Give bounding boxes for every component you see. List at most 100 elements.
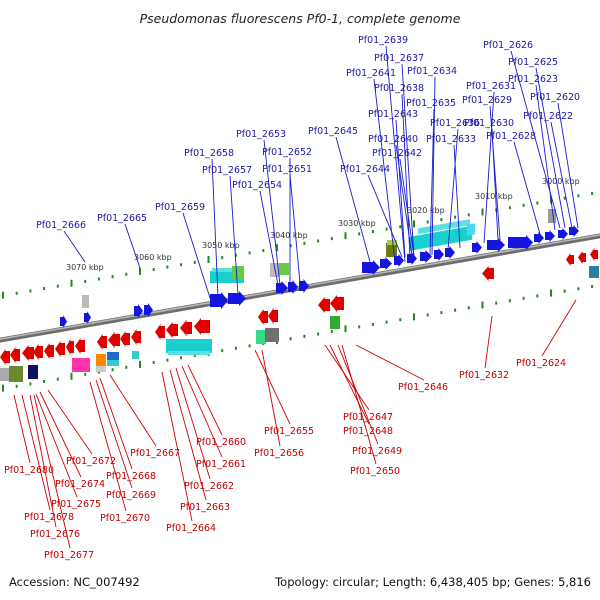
reverse-gene-label: Pf01_2656 (254, 448, 304, 459)
tick-mark-lower (180, 356, 183, 360)
forward-leader-line (395, 144, 413, 257)
reverse-leader-line (254, 349, 291, 425)
forward-gene-arrow (545, 230, 555, 242)
reverse-leader-line (261, 349, 281, 447)
tick-mark-lower (139, 360, 141, 368)
forward-gene-label: Pf01_2654 (232, 180, 282, 191)
tick-mark-upper (440, 218, 443, 222)
feature-cluster-3050 (82, 263, 289, 308)
reverse-feature-blocks (0, 316, 340, 382)
forward-gene-label: Pf01_2630 (464, 118, 514, 129)
forward-gene-label: Pf01_2645 (308, 126, 358, 137)
reverse-gene-arrow (33, 344, 43, 360)
tick-mark-upper (276, 244, 278, 252)
reverse-gene-arrow (131, 329, 141, 345)
tick-mark-lower (358, 325, 361, 329)
tick-mark-upper (207, 255, 210, 263)
forward-leader-line (259, 190, 279, 286)
reverse-gene-arrow (120, 331, 130, 347)
forward-gene-arrow (394, 254, 404, 267)
reverse-gene-label: Pf01_2661 (196, 459, 246, 470)
reverse-leader-line (355, 344, 425, 381)
reverse-gene-arrow (66, 339, 74, 355)
tick-mark-lower (303, 334, 306, 338)
reverse-leader-line (337, 344, 379, 445)
reverse-leader-line (29, 394, 57, 528)
tick-mark-lower (43, 380, 46, 384)
reverse-gene-label: Pf01_2660 (196, 437, 246, 448)
forward-gene-label: Pf01_2622 (523, 111, 573, 122)
feature-navy-block (28, 365, 38, 379)
forward-gene-arrow (134, 304, 143, 318)
reverse-leader-line (484, 315, 493, 369)
reverse-gene-label: Pf01_2624 (516, 358, 566, 369)
tick-mark-lower (371, 322, 374, 326)
forward-gene-arrow (299, 279, 309, 293)
map-title: Pseudomonas fluorescens Pf0-1, complete … (140, 11, 461, 26)
reverse-gene-label: Pf01_2668 (106, 471, 156, 482)
forward-leader-line (63, 230, 86, 263)
reverse-gene-arrow (97, 334, 107, 350)
tick-mark-lower (508, 299, 511, 303)
kbp-label-3060: 3060 kbp (134, 253, 172, 262)
reverse-leader-line (21, 394, 51, 511)
tick-mark-upper (56, 284, 59, 288)
forward-gene-arrow (569, 225, 579, 237)
feature-orange-block (96, 354, 106, 366)
tick-mark-lower (125, 365, 128, 369)
feature-blue-block (107, 352, 119, 360)
tick-mark-lower (97, 370, 100, 374)
tick-mark-lower (481, 301, 484, 309)
reverse-gene-arrow (75, 338, 85, 354)
forward-leader-line (453, 144, 461, 249)
forward-leader-line (182, 212, 211, 299)
reverse-gene-label: Pf01_2649 (352, 446, 402, 457)
reverse-gene-arrow (180, 320, 192, 336)
forward-leader-line (431, 76, 436, 256)
tick-mark-lower (289, 337, 292, 341)
reverse-leader-line (35, 393, 78, 498)
reverse-gene-label: Pf01_2678 (24, 512, 74, 523)
reverse-gene-label: Pf01_2662 (184, 481, 234, 492)
reverse-leader-line (187, 364, 223, 436)
reverse-gene-arrow (194, 318, 210, 335)
tick-mark-upper (413, 220, 415, 228)
kbp-label-3030: 3030 kbp (338, 219, 376, 228)
reverse-gene-label: Pf01_2674 (55, 479, 105, 490)
forward-gene-arrow (276, 281, 288, 295)
reverse-gene-label: Pf01_2677 (44, 550, 94, 561)
feature-gray-edge (0, 368, 10, 381)
feature-gray-block-lower (265, 328, 279, 342)
tick-mark-upper (317, 239, 320, 243)
tick-mark-lower (577, 287, 580, 291)
forward-leader-line (557, 102, 579, 229)
feature-green-block (256, 330, 266, 344)
tick-mark-lower (56, 377, 59, 381)
tick-mark-lower (522, 296, 525, 300)
tick-mark-lower (152, 361, 155, 365)
forward-gene-arrow (380, 257, 392, 270)
reverse-gene-arrows (0, 248, 598, 365)
forward-gene-label: Pf01_2643 (368, 109, 418, 120)
forward-gene-label: Pf01_2657 (202, 165, 252, 176)
reverse-gene-arrow (578, 251, 586, 264)
feature-lime-block (387, 240, 397, 245)
reverse-gene-label: Pf01_2663 (180, 502, 230, 513)
kbp-label-3000: 3000 kbp (542, 177, 580, 186)
reverse-leader-line (39, 391, 82, 478)
forward-gene-label: Pf01_2634 (407, 66, 457, 77)
tick-mark-upper (180, 263, 183, 267)
tick-mark-upper (508, 206, 511, 210)
tick-mark-lower (2, 384, 4, 392)
tick-mark-lower (15, 384, 18, 388)
forward-gene-label: Pf01_2631 (466, 81, 516, 92)
reverse-leader-line (329, 344, 370, 425)
reverse-gene-arrow (0, 349, 10, 365)
reverse-gene-label: Pf01_2669 (106, 490, 156, 501)
forward-leader-line (385, 45, 406, 263)
reverse-leader-line (95, 379, 133, 489)
tick-mark-upper (262, 248, 265, 252)
reverse-gene-arrow (166, 322, 178, 338)
tick-mark-lower (234, 346, 237, 350)
forward-leader-line (550, 121, 573, 229)
